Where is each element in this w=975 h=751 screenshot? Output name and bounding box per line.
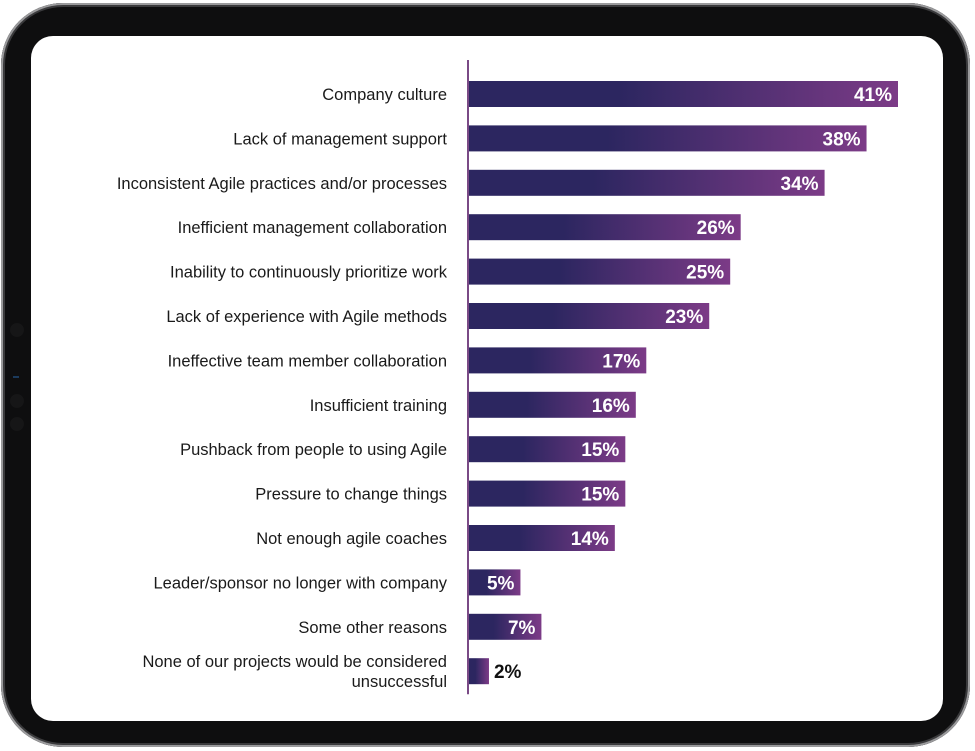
value-label: 17% [602, 351, 640, 372]
category-label: None of our projects would be considered… [142, 653, 447, 691]
category-label: Company culture [322, 86, 447, 104]
value-label: 16% [592, 396, 630, 417]
bar [468, 569, 521, 596]
value-label: 38% [823, 129, 861, 150]
screen: Company culture 41% Lack of management sup… [31, 36, 943, 721]
category-label-line: None of our projects would be considered [142, 653, 447, 671]
side-button [10, 394, 24, 408]
bar [468, 81, 898, 107]
category-label-line: Inability to continuously prioritize wor… [170, 264, 448, 282]
category-label: Leader/sponsor no longer with company [153, 574, 447, 592]
category-label-line: Inconsistent Agile practices and/or proc… [117, 175, 447, 193]
value-label: 34% [781, 174, 819, 195]
category-label: Some other reasons [298, 619, 447, 637]
category-label: Ineffective team member collaboration [168, 352, 447, 370]
category-label-line: Ineffective team member collaboration [168, 352, 447, 370]
category-label-line: Some other reasons [298, 619, 447, 637]
category-label: Pressure to change things [255, 486, 447, 504]
value-label: 15% [581, 485, 619, 506]
bar [468, 125, 867, 152]
bar [468, 347, 647, 374]
bar [468, 391, 636, 418]
bar [468, 303, 710, 329]
category-label: Inability to continuously prioritize wor… [170, 264, 448, 282]
bar [468, 525, 615, 551]
value-label: 5% [487, 573, 515, 594]
category-label-line: Pressure to change things [255, 486, 447, 504]
category-label: Lack of management support [233, 130, 447, 148]
category-label-line: Not enough agile coaches [256, 530, 447, 548]
category-label: Inefficient management collaboration [178, 219, 447, 237]
bar [468, 613, 542, 640]
bar [468, 214, 741, 241]
value-label: 25% [686, 263, 724, 284]
bar [468, 436, 626, 463]
category-label-line: Pushback from people to using Agile [180, 441, 447, 459]
bar [468, 658, 489, 685]
value-label: 23% [665, 307, 703, 328]
category-label-line: unsuccessful [352, 673, 447, 691]
category-label-line: Inefficient management collaboration [178, 219, 447, 237]
category-label-line: Insufficient training [310, 397, 447, 415]
category-label-line: Company culture [322, 86, 447, 104]
category-label: Not enough agile coaches [256, 530, 447, 548]
value-label: 2% [494, 662, 522, 683]
category-label: Pushback from people to using Agile [180, 441, 447, 459]
category-label-line: Lack of experience with Agile methods [166, 308, 447, 326]
bar [468, 169, 825, 196]
tablet-frame: Company culture 41% Lack of management sup… [1, 3, 970, 747]
bar-chart: Company culture 41% Lack of management sup… [117, 60, 898, 695]
category-label: Lack of experience with Agile methods [166, 308, 447, 326]
bar [468, 258, 731, 285]
category-label: Insufficient training [310, 397, 447, 415]
side-button [10, 323, 24, 337]
value-label: 41% [854, 85, 892, 106]
value-label: 14% [571, 529, 609, 550]
bar [468, 480, 626, 507]
category-label: Inconsistent Agile practices and/or proc… [117, 175, 447, 193]
value-label: 7% [508, 618, 536, 639]
category-label-line: Leader/sponsor no longer with company [153, 574, 447, 592]
value-label: 26% [697, 218, 735, 239]
value-label: 15% [581, 440, 619, 461]
category-label-line: Lack of management support [233, 130, 447, 148]
side-button [10, 417, 24, 431]
sensor-dot [13, 376, 19, 378]
